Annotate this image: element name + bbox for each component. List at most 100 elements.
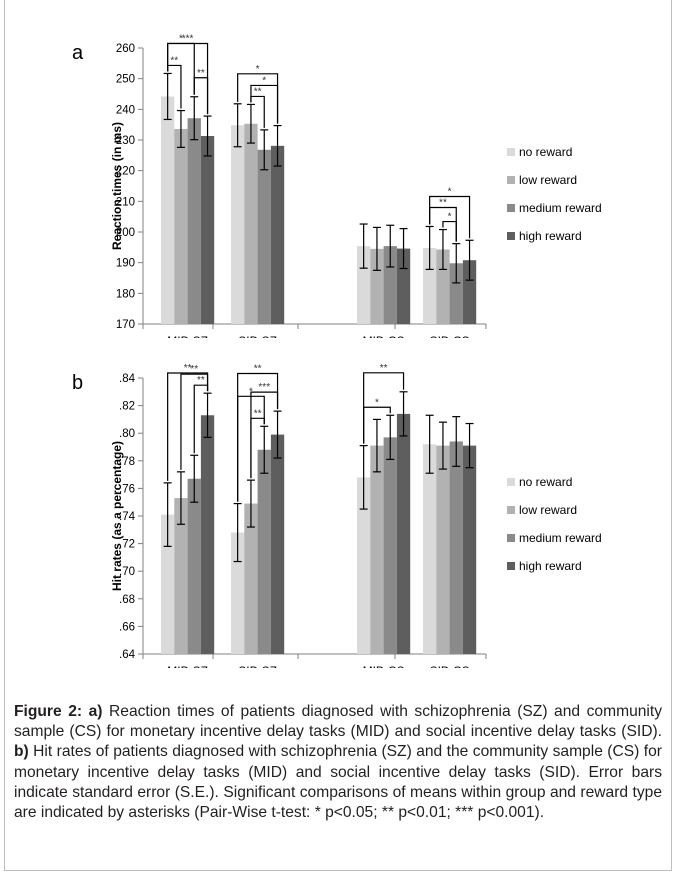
bar-sid-sz-high-reward [270,434,285,654]
bar-mid-sz-low-reward [174,128,188,324]
bar-mid-cs-low-reward [370,248,384,324]
bar-mid-cs-low-reward [370,445,384,654]
bar-sid-cs-low-reward [436,249,450,324]
x-tick-label: MID SZ [167,334,208,338]
significance-label: ** [170,55,178,66]
bar-sid-cs-no-reward [423,444,437,654]
legend-label: high reward [519,229,582,243]
bar-sid-sz-medium-reward [257,149,271,324]
significance-label: * [448,212,452,223]
y-tick-label: 170 [116,319,135,331]
bar-sid-sz-low-reward [244,123,258,324]
significance-bracket [237,372,279,502]
panel-label-b: b [72,372,83,394]
bar-sid-sz-no-reward [231,125,245,324]
legend-label: no reward [519,475,572,489]
panel-label-a: a [72,42,84,64]
y-tick-label: .84 [119,373,136,385]
bar-mid-cs-high-reward [396,248,411,324]
significance-label: ** [254,364,262,375]
x-tick-label: MID SZ [167,664,208,668]
bar-sid-cs-high-reward [462,445,477,654]
caption-text-b: Hit rates of patients diagnosed with sch… [14,743,662,822]
significance-bracket [442,220,457,242]
bar-mid-cs-no-reward [357,477,371,654]
significance-bracket [237,73,279,124]
y-tick-label: .76 [119,483,135,495]
y-tick-label: 180 [116,288,135,300]
significance-label: * [179,33,183,44]
bar-mid-sz-medium-reward [187,478,201,654]
legend-swatch [507,176,515,184]
legend-label: medium reward [519,201,602,215]
significance-label: * [375,397,379,408]
caption-label-b: b) [14,743,29,761]
chart-a: a 170 180 190 200 210 220 230 240 250 260 Reaction … [72,33,602,338]
x-tick-label: MID CS [363,334,405,338]
y-tick-label: .66 [119,621,135,633]
bar-mid-sz-no-reward [161,514,175,654]
x-tick-label: SID SZ [238,334,277,338]
significance-label: ** [254,86,262,97]
legend-label: low reward [519,503,577,517]
legend-swatch [507,148,515,156]
x-tick-label: SID CS [430,664,470,668]
legend-swatch [507,506,515,514]
y-tick-label: 250 [116,74,135,86]
legend-swatch [507,562,515,570]
legend-swatch [507,232,515,240]
chart-b: b .64 .66 .68 .70 .72 .74 .76 .78 .80 .82 .84 Hit ra… [72,363,602,668]
y-tick-label: 220 [116,166,135,178]
significance-label: ** [190,364,198,375]
significance-label: * [448,186,452,197]
bar-sid-cs-low-reward [436,445,450,654]
significance-label: *** [258,382,270,393]
y-tick-label: .72 [119,539,135,551]
y-tick-label: .68 [119,594,135,606]
bar-mid-cs-high-reward [396,413,411,654]
significance-label: * [262,75,266,86]
significance-bracket [363,372,405,444]
bar-sid-sz-high-reward [270,145,285,324]
bar-sid-cs-medium-reward [449,441,463,654]
bar-mid-sz-high-reward [200,415,215,654]
y-tick-label: .74 [119,511,136,523]
significance-bracket [167,372,209,481]
bar-mid-cs-medium-reward [383,437,397,654]
legend-label: no reward [519,145,572,159]
y-tick-label: 190 [116,258,135,270]
significance-label: ** [254,408,262,419]
bar-sid-sz-low-reward [244,503,258,654]
bar-mid-cs-medium-reward [383,246,397,324]
x-tick-label: SID SZ [238,664,277,668]
significance-label: * [249,386,253,397]
bar-mid-sz-no-reward [161,96,175,324]
y-tick-label: 210 [116,196,135,208]
y-axis-title: Hit rates (as a percentage) [110,441,124,591]
bar-mid-sz-low-reward [174,498,188,654]
legend-label: medium reward [519,531,602,545]
y-tick-label: .64 [119,649,136,661]
significance-label: ** [439,197,447,208]
bar-mid-sz-medium-reward [187,118,201,324]
significance-bracket [429,195,471,239]
bar-mid-cs-no-reward [357,246,371,324]
significance-label: ** [197,375,205,386]
significance-label: * [256,64,260,75]
bar-sid-cs-medium-reward [449,263,463,324]
x-tick-label: MID CS [363,664,405,668]
legend-swatch [507,478,515,486]
y-tick-label: .70 [119,566,135,578]
figure-frame [4,0,672,871]
y-tick-label: .82 [119,401,135,413]
significance-bracket [250,95,265,128]
y-tick-label: .78 [119,456,135,468]
legend-label: low reward [519,173,577,187]
significance-label: ** [184,363,192,374]
y-tick-label: 200 [116,227,135,239]
bar-sid-cs-high-reward [462,260,477,324]
x-tick-label: SID CS [430,334,470,338]
bar-sid-sz-no-reward [231,532,245,654]
legend-label: high reward [519,559,582,573]
y-tick-label: 260 [116,43,135,55]
